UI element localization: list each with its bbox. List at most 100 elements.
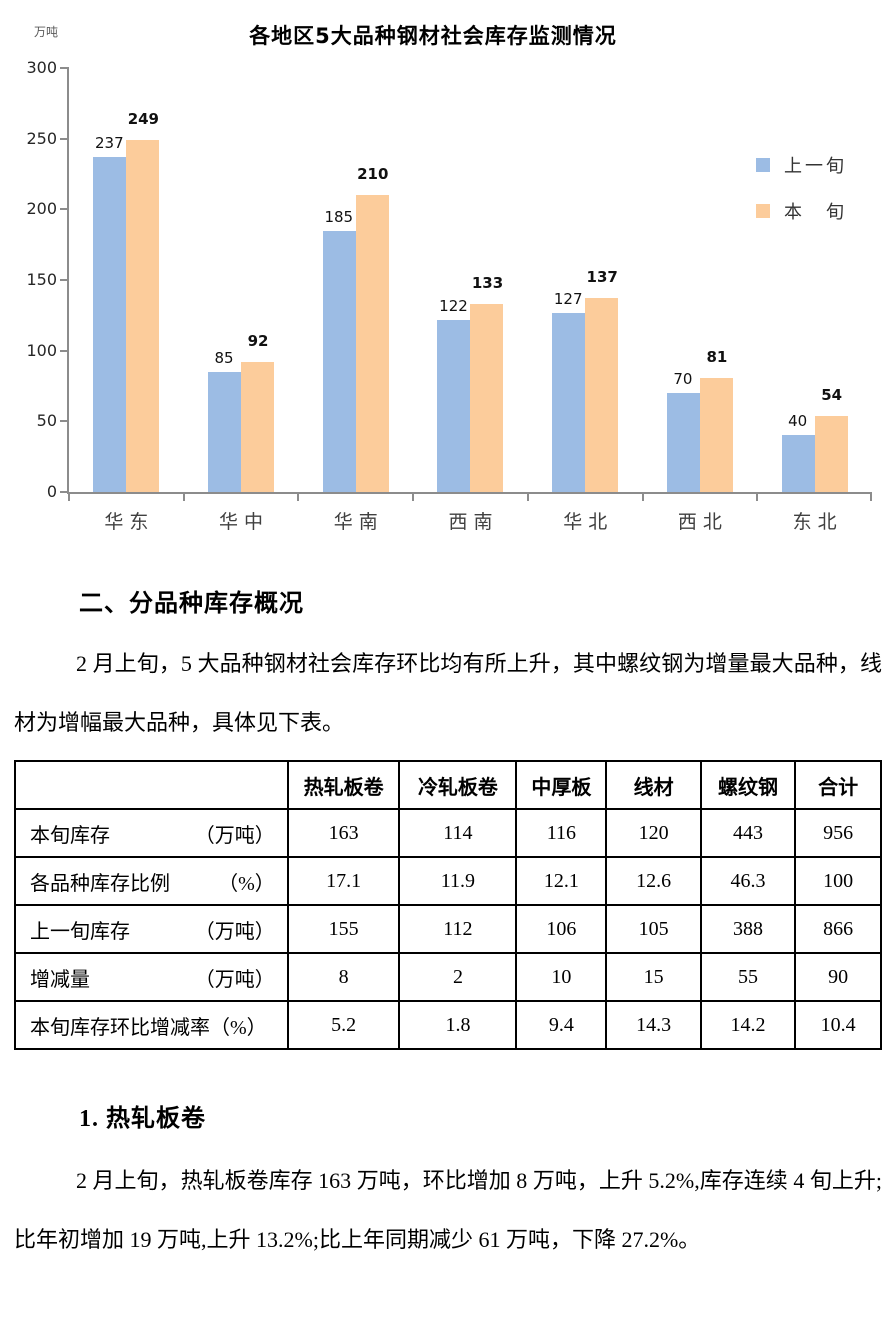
legend-swatch — [756, 158, 770, 172]
legend-swatch — [756, 204, 770, 218]
bar-value-label: 85 — [214, 348, 234, 367]
table-cell: 5.2 — [286, 1000, 401, 1050]
table-cell: 100 — [794, 856, 882, 906]
bar-value-label: 249 — [127, 110, 159, 129]
table-cell: 12.1 — [515, 856, 608, 906]
table-cell: 443 — [699, 808, 797, 858]
inventory-table: 热轧板卷 冷轧板卷 中厚板 线材 螺纹钢 合计 本旬库存 （万吨） 163 114 116 120 44… — [14, 760, 882, 1050]
row-label-cell: 本旬库存环比增减率（%） — [14, 1000, 289, 1050]
bar-previous-period — [552, 312, 586, 492]
bar-value-label: 122 — [439, 296, 468, 315]
x-axis-category-label: 西南 — [448, 512, 499, 533]
section-heading-hot-rolled-coil: 1. 热轧板卷 — [79, 1106, 206, 1132]
table-cell: 90 — [794, 952, 882, 1002]
row-unit: （万吨） — [194, 920, 275, 943]
table-header-cell: 中厚板 — [515, 760, 608, 810]
bar-value-label: 40 — [788, 412, 808, 431]
table-cell: 105 — [605, 904, 702, 954]
legend-label: 上一旬 — [784, 156, 847, 176]
bar-current-period — [814, 415, 848, 492]
x-axis-tick-mark — [297, 492, 300, 501]
x-axis-tick-mark — [641, 492, 644, 501]
table-header-cell: 冷轧板卷 — [398, 760, 518, 810]
x-axis-category-label: 东北 — [792, 512, 843, 533]
bar-value-label: 70 — [673, 370, 693, 389]
table-cell: 8 — [286, 952, 401, 1002]
bar-group: 40 54 东北 — [756, 68, 872, 533]
x-axis-tick-mark — [182, 492, 185, 501]
table-cell: 10.4 — [794, 1000, 882, 1050]
table-header-cell: 螺纹钢 — [699, 760, 797, 810]
table-cell: 9.4 — [515, 1000, 608, 1050]
y-axis-tick-label: 150 — [26, 270, 57, 289]
table-cell: 155 — [286, 904, 401, 954]
bar-group: 70 81 西北 — [641, 68, 758, 533]
x-axis-category-label: 华中 — [219, 512, 270, 533]
legend-label: 本 旬 — [784, 202, 847, 222]
x-axis-tick-mark — [870, 492, 872, 501]
row-label-wrap: 本旬库存环比增减率（%） — [17, 1011, 286, 1040]
table-cell: 17.1 — [286, 856, 401, 906]
table-cell: 114 — [398, 808, 518, 858]
bar-value-label: 81 — [706, 347, 728, 366]
y-axis-tick-mark — [60, 67, 69, 69]
row-unit: （万吨） — [194, 968, 275, 991]
table-row: 本旬库存环比增减率（%） 5.2 1.8 9.4 14.3 14.2 10.4 — [14, 1000, 882, 1050]
y-axis-tick-mark — [60, 420, 69, 423]
table-row: 上一旬库存 （万吨） 155 112 106 105 388 866 — [14, 904, 882, 954]
bar-previous-period — [781, 435, 815, 492]
row-label: 各品种库存比例 — [30, 872, 170, 895]
bar-current-period — [585, 298, 619, 492]
y-axis-tick-mark — [60, 137, 69, 140]
bar-previous-period — [93, 157, 127, 492]
bar-previous-period — [208, 371, 242, 492]
chart-plot-area: 0 50 100 150 200 250 300 237 249 华东 85 92 华中 185 210 华南… — [26, 58, 872, 533]
bar-previous-period — [666, 393, 700, 492]
row-label-cell: 本旬库存 （万吨） — [14, 808, 289, 858]
row-unit: （%） — [218, 872, 275, 895]
table-cell: 12.6 — [605, 856, 702, 906]
bar-group: 185 210 华南 — [297, 68, 413, 533]
chart-title: 各地区5大品种钢材社会库存监测情况 — [249, 24, 617, 48]
section-heading-variety-overview: 二、分品种库存概况 — [79, 591, 304, 617]
bar-value-label: 92 — [247, 331, 269, 350]
bar-previous-period — [322, 230, 356, 492]
y-axis-tick-mark — [60, 349, 69, 352]
bar-current-period — [470, 304, 504, 492]
y-axis-tick-label: 200 — [26, 199, 57, 219]
x-axis-category-label: 西北 — [677, 512, 728, 533]
row-label-wrap: 各品种库存比例 （%） — [17, 867, 286, 896]
y-axis-tick-label: 300 — [26, 58, 57, 77]
x-axis-category-label: 华东 — [104, 512, 155, 533]
row-label-wrap: 上一旬库存 （万吨） — [17, 915, 286, 944]
bar-value-label: 185 — [324, 207, 354, 226]
table-cell: 106 — [515, 904, 608, 954]
table-cell: 163 — [286, 808, 401, 858]
x-axis-tick-mark — [526, 492, 529, 501]
y-axis-tick-label: 0 — [46, 482, 57, 501]
table-cell: 112 — [398, 904, 518, 954]
chart-legend: 上一旬本 旬 — [756, 152, 847, 244]
table-header-cell: 合计 — [794, 760, 882, 810]
table-cell: 14.2 — [699, 1000, 797, 1050]
row-label-cell: 增减量 （万吨） — [14, 952, 289, 1002]
table-row: 本旬库存 （万吨） 163 114 116 120 443 956 — [14, 808, 882, 858]
table-cell: 866 — [794, 904, 882, 954]
x-axis-tick-mark — [756, 492, 759, 501]
bar-value-label: 133 — [471, 274, 504, 293]
bar-value-label: 127 — [553, 289, 583, 308]
row-label: 本旬库存环比增减率（%） — [30, 1016, 267, 1039]
table-cell: 55 — [699, 952, 797, 1002]
bar-current-period — [241, 361, 275, 492]
table-cell: 1.8 — [398, 1000, 518, 1050]
row-label-wrap: 增减量 （万吨） — [17, 963, 286, 992]
bar-group: 237 249 华东 — [68, 68, 184, 533]
row-label-cell: 各品种库存比例 （%） — [14, 856, 289, 906]
table-header-cell — [14, 760, 289, 810]
table-cell: 956 — [794, 808, 882, 858]
row-label: 上一旬库存 — [30, 920, 130, 943]
table-row: 增减量 （万吨） 8 2 10 15 55 90 — [14, 952, 882, 1002]
table-cell: 120 — [605, 808, 702, 858]
bar-value-label: 137 — [586, 268, 618, 287]
